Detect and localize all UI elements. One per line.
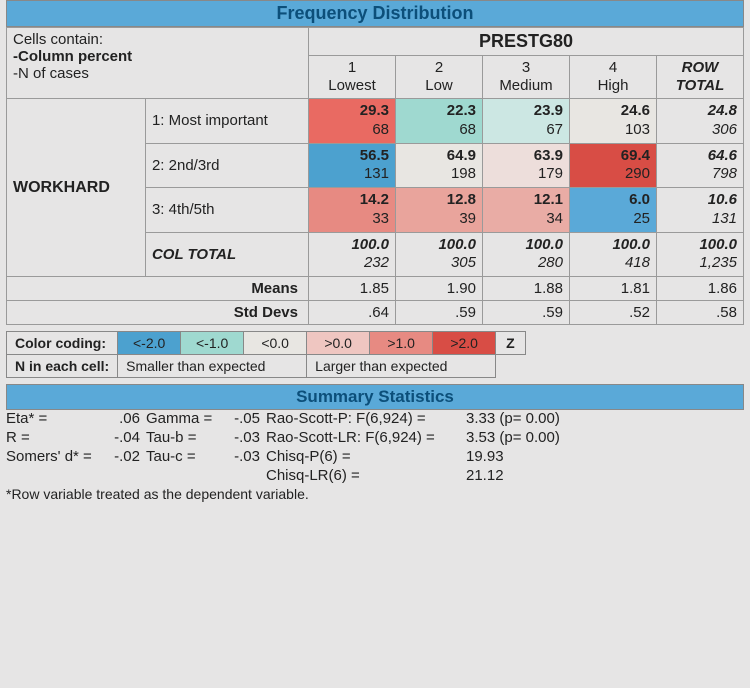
- row-variable-name: WORKHARD: [7, 99, 146, 277]
- row-category-label: 2: 2nd/3rd: [145, 143, 308, 188]
- stat-tauc-label: Tau-c =: [146, 448, 222, 465]
- sd-3: .59: [483, 301, 570, 325]
- cells-contain: Cells contain: -Column percent -N of cas…: [7, 28, 309, 99]
- stat-chisq-lr-label: Chisq-LR(6) =: [266, 467, 466, 484]
- legend-swatch: <-1.0: [181, 332, 244, 355]
- col-2-label: Low: [425, 77, 453, 94]
- col-total-cell: 100.0305: [396, 232, 483, 277]
- legend-swatch: >2.0: [433, 332, 496, 355]
- cells-contain-label: Cells contain:: [13, 31, 103, 48]
- stat-gamma-label: Gamma =: [146, 410, 222, 427]
- mean-1: 1.85: [309, 277, 396, 301]
- sd-1: .64: [309, 301, 396, 325]
- stat-gamma-val: -.05: [222, 410, 266, 427]
- stat-chisq-p-label: Chisq-P(6) =: [266, 448, 466, 465]
- stat-blank: [222, 467, 266, 484]
- data-cell: 29.368: [309, 99, 396, 144]
- row-total-cell: 64.6798: [657, 143, 744, 188]
- z-label: Z: [496, 332, 526, 355]
- legend-swatch: >1.0: [370, 332, 433, 355]
- footnote: *Row variable treated as the dependent v…: [6, 486, 744, 502]
- row-total-cell: 10.6131: [657, 188, 744, 233]
- row-category-label: 1: Most important: [145, 99, 308, 144]
- table-row: WORKHARD1: Most important29.36822.36823.…: [7, 99, 744, 144]
- stat-chisq-p-val: 19.93: [466, 448, 596, 465]
- mean-total: 1.86: [657, 277, 744, 301]
- row-total-hdr-b: TOTAL: [676, 77, 725, 94]
- data-cell: 14.233: [309, 188, 396, 233]
- mean-4: 1.81: [570, 277, 657, 301]
- row-category-label: 3: 4th/5th: [145, 188, 308, 233]
- row-total-cell: 24.8306: [657, 99, 744, 144]
- data-cell: 64.9198: [396, 143, 483, 188]
- sd-total: .58: [657, 301, 744, 325]
- col-total-label: COL TOTAL: [145, 232, 308, 277]
- stat-tauc-val: -.03: [222, 448, 266, 465]
- legend-swatch: >0.0: [307, 332, 370, 355]
- stddev-row: Std Devs .64 .59 .59 .52 .58: [7, 301, 744, 325]
- sd-4: .52: [570, 301, 657, 325]
- stat-taub-val: -.03: [222, 429, 266, 446]
- n-of-cases-label: -N of cases: [13, 65, 89, 82]
- column-percent-label: -Column percent: [13, 48, 132, 65]
- data-cell: 24.6103: [570, 99, 657, 144]
- freq-dist-title: Frequency Distribution: [6, 0, 744, 27]
- mean-3: 1.88: [483, 277, 570, 301]
- data-cell: 12.839: [396, 188, 483, 233]
- col-variable-name: PRESTG80: [309, 28, 744, 56]
- summary-title: Summary Statistics: [6, 384, 744, 410]
- stat-raoscott-p-val: 3.33 (p= 0.00): [466, 410, 596, 427]
- stat-raoscott-p-label: Rao-Scott-P: F(6,924) =: [266, 410, 466, 427]
- stat-eta-label: Eta* =: [6, 410, 104, 427]
- row-total-hdr-a: ROW: [682, 59, 719, 76]
- smaller-than-expected: Smaller than expected: [118, 355, 307, 378]
- summary-stats: Summary Statistics Eta* = .06 Gamma = -.…: [6, 384, 744, 502]
- color-legend: Color coding: <-2.0 <-1.0 <0.0 >0.0 >1.0…: [6, 331, 744, 378]
- means-label: Means: [7, 277, 309, 301]
- stat-blank: [104, 467, 146, 484]
- col-1-label: Lowest: [328, 77, 376, 94]
- col-total-cell: 100.0232: [309, 232, 396, 277]
- stat-somersd-label: Somers' d* =: [6, 448, 104, 465]
- col-1-num: 1: [348, 59, 356, 76]
- data-cell: 69.4290: [570, 143, 657, 188]
- data-cell: 56.5131: [309, 143, 396, 188]
- stat-blank: [6, 467, 104, 484]
- data-cell: 12.134: [483, 188, 570, 233]
- col-total-cell: 100.0418: [570, 232, 657, 277]
- col-total-cell: 100.0280: [483, 232, 570, 277]
- stat-somersd-val: -.02: [104, 448, 146, 465]
- col-4-num: 4: [609, 59, 617, 76]
- color-coding-label: Color coding:: [7, 332, 118, 355]
- stat-r-val: -.04: [104, 429, 146, 446]
- stddev-label: Std Devs: [7, 301, 309, 325]
- legend-swatch: <0.0: [244, 332, 307, 355]
- stat-raoscott-lr-label: Rao-Scott-LR: F(6,924) =: [266, 429, 466, 446]
- crosstab: Cells contain: -Column percent -N of cas…: [6, 27, 744, 325]
- stat-raoscott-lr-val: 3.53 (p= 0.00): [466, 429, 596, 446]
- stat-r-label: R =: [6, 429, 104, 446]
- larger-than-expected: Larger than expected: [307, 355, 496, 378]
- mean-2: 1.90: [396, 277, 483, 301]
- sd-2: .59: [396, 301, 483, 325]
- n-in-cell-label: N in each cell:: [7, 355, 118, 378]
- data-cell: 6.025: [570, 188, 657, 233]
- col-3-label: Medium: [499, 77, 552, 94]
- col-2-num: 2: [435, 59, 443, 76]
- means-row: Means 1.85 1.90 1.88 1.81 1.86: [7, 277, 744, 301]
- data-cell: 22.368: [396, 99, 483, 144]
- col-4-label: High: [598, 77, 629, 94]
- stat-eta-val: .06: [104, 410, 146, 427]
- data-cell: 23.967: [483, 99, 570, 144]
- stat-blank: [146, 467, 222, 484]
- stat-taub-label: Tau-b =: [146, 429, 222, 446]
- col-3-num: 3: [522, 59, 530, 76]
- stat-chisq-lr-val: 21.12: [466, 467, 596, 484]
- grand-total-cell: 100.01,235: [657, 232, 744, 277]
- legend-swatch: <-2.0: [118, 332, 181, 355]
- data-cell: 63.9179: [483, 143, 570, 188]
